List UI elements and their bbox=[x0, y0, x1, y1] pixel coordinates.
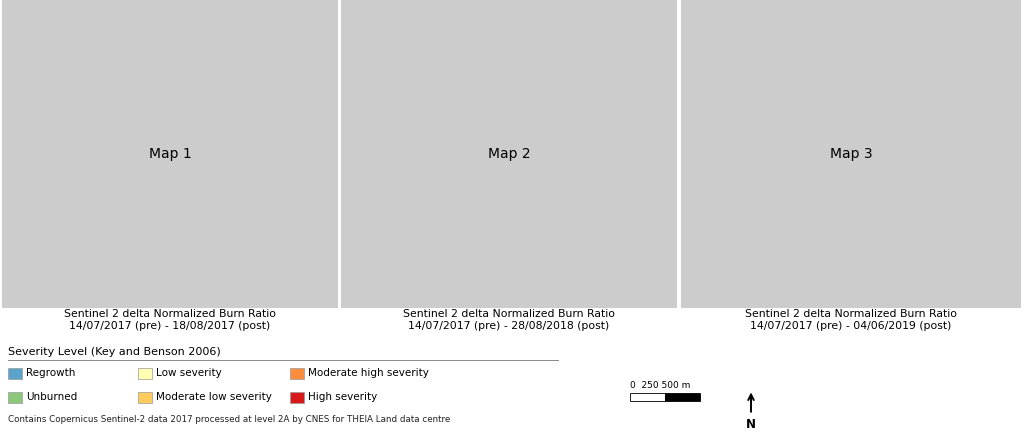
Text: Unburned: Unburned bbox=[26, 392, 77, 403]
Text: Sentinel 2 delta Normalized Burn Ratio
14/07/2017 (pre) - 28/08/2018 (post): Sentinel 2 delta Normalized Burn Ratio 1… bbox=[403, 309, 615, 331]
Text: Map 2: Map 2 bbox=[487, 147, 530, 161]
Text: Contains Copernicus Sentinel-2 data 2017 processed at level 2A by CNES for THEIA: Contains Copernicus Sentinel-2 data 2017… bbox=[8, 416, 451, 424]
Text: Sentinel 2 delta Normalized Burn Ratio
14/07/2017 (pre) - 18/08/2017 (post): Sentinel 2 delta Normalized Burn Ratio 1… bbox=[63, 309, 276, 331]
Text: Regrowth: Regrowth bbox=[26, 368, 76, 378]
Text: Moderate low severity: Moderate low severity bbox=[156, 392, 272, 403]
Text: N: N bbox=[746, 418, 756, 431]
Text: 0  250 500 m: 0 250 500 m bbox=[630, 381, 690, 390]
Text: Severity Level (Key and Benson 2006): Severity Level (Key and Benson 2006) bbox=[8, 347, 221, 357]
Text: High severity: High severity bbox=[308, 392, 377, 403]
Text: Sentinel 2 delta Normalized Burn Ratio
14/07/2017 (pre) - 04/06/2019 (post): Sentinel 2 delta Normalized Burn Ratio 1… bbox=[745, 309, 957, 331]
Text: Low severity: Low severity bbox=[156, 368, 222, 378]
Text: Moderate high severity: Moderate high severity bbox=[308, 368, 429, 378]
Text: Map 1: Map 1 bbox=[148, 147, 191, 161]
Text: Map 3: Map 3 bbox=[829, 147, 872, 161]
